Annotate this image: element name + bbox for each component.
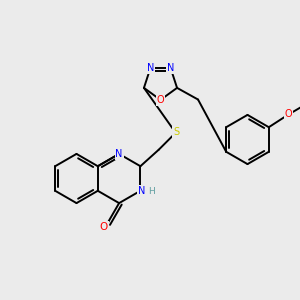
Text: O: O <box>100 222 108 232</box>
Text: N: N <box>147 63 154 74</box>
Text: N: N <box>116 149 123 159</box>
Text: N: N <box>167 63 174 74</box>
Text: S: S <box>173 127 179 137</box>
Text: O: O <box>284 109 292 119</box>
Text: O: O <box>157 95 164 105</box>
Text: H: H <box>148 187 155 196</box>
Text: N: N <box>138 186 145 196</box>
